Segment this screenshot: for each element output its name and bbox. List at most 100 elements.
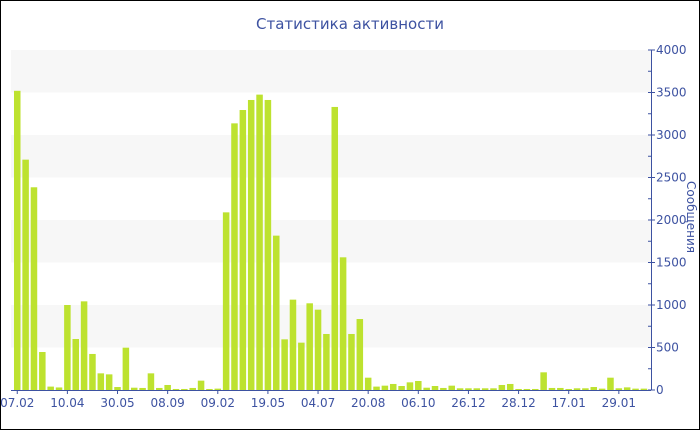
x-tick-label: 17.01 [552,396,586,410]
bar [89,353,96,390]
bar [197,380,205,390]
bar [105,374,113,390]
x-tick-label: 30.05 [100,396,134,410]
bar [615,388,623,390]
bar [540,372,547,390]
bar [298,342,305,390]
y-tick-label: 0 [656,383,664,397]
bar [406,382,414,390]
bar [164,384,171,390]
bar [289,299,297,390]
bar [172,388,180,390]
bar [548,387,556,390]
bar [498,384,506,390]
x-tick-label: 09.02 [201,396,235,410]
bar [431,386,439,390]
y-tick-label: 1500 [656,256,687,270]
y-tick-label: 1000 [656,298,687,312]
bar [632,388,639,390]
x-tick-label: 04.07 [301,396,335,410]
bar [373,386,380,390]
bar [97,373,105,390]
y-tick-label: 4000 [656,43,687,57]
bar [582,388,589,390]
bar [381,385,389,390]
bar [206,388,213,390]
bar [264,99,272,390]
bar [114,387,121,390]
bar [222,212,230,390]
bar [490,388,497,390]
bar [623,387,631,390]
bar [281,339,288,390]
bar [440,387,447,390]
bar [72,339,79,390]
x-tick-label: 29.01 [602,396,636,410]
bar [306,303,313,390]
bar [348,333,355,390]
bar [130,387,138,390]
bar [39,352,46,390]
bar [448,385,455,390]
bar [247,99,255,390]
bar [231,123,238,390]
bar [423,387,430,390]
bar [239,110,247,390]
bar [30,187,38,390]
bar [156,387,163,390]
bar [557,387,564,390]
bar [331,106,339,390]
bar [64,305,71,390]
bar [456,388,464,390]
x-tick-label: 06.10 [401,396,435,410]
bar [189,387,196,390]
bar [139,387,146,390]
bar [273,235,280,390]
bar [532,388,539,390]
bar [339,257,347,390]
x-tick-label: 07.02 [1,396,34,410]
y-tick-label: 3000 [656,128,687,142]
y-tick-label: 2000 [656,213,687,227]
bar [55,387,63,390]
bar [415,380,422,390]
grid-band [11,305,651,348]
bar [364,377,372,390]
bar [473,388,481,390]
x-tick-label: 20.08 [351,396,385,410]
y-tick-label: 500 [656,341,679,355]
bar [13,90,21,391]
bar [398,386,405,390]
bar [214,388,222,390]
bar [573,388,581,390]
grid-band [11,135,651,178]
chart-title: Статистика активности [256,15,444,33]
bar [607,377,614,390]
bar [314,309,322,390]
bar [181,388,188,390]
bar [481,388,489,390]
bar [640,388,648,390]
bar [80,301,88,390]
x-tick-label: 10.04 [50,396,84,410]
x-tick-label: 28.12 [501,396,535,410]
bar [22,159,29,390]
bar [515,388,522,390]
bar [147,373,155,390]
grid-band [11,220,651,263]
grid-band [11,50,651,93]
y-tick-label: 3500 [656,86,687,100]
y-axis-label: Сообщения [684,181,698,254]
bar [323,333,330,390]
bar [122,347,130,390]
x-tick-label: 19.05 [251,396,285,410]
y-tick-label: 2500 [656,171,687,185]
bar [356,319,364,390]
bar [590,387,598,390]
bar [506,383,514,390]
bar [47,386,54,390]
bar [465,388,472,390]
bar [256,94,263,390]
